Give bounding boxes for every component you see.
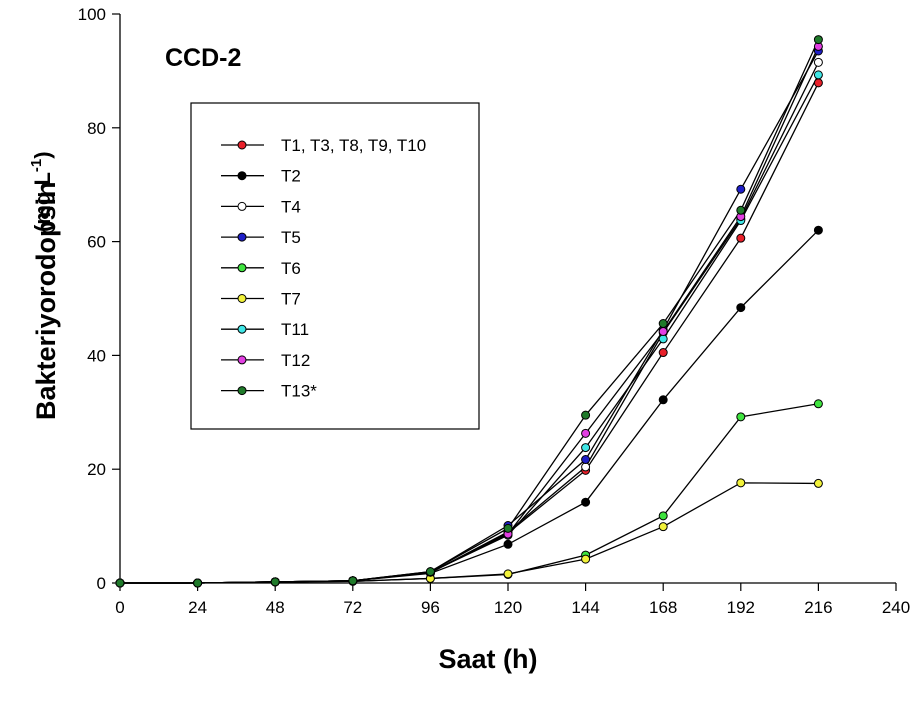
- x-tick-label: 24: [188, 598, 207, 617]
- x-tick-label: 120: [494, 598, 522, 617]
- data-point: [581, 443, 591, 453]
- y-ticks: 0 20 40 60 80 100: [78, 5, 120, 593]
- data-point: [581, 410, 591, 420]
- data-point: [736, 412, 746, 422]
- data-point: [503, 539, 513, 549]
- data-point: [503, 523, 513, 533]
- data-point: [270, 577, 280, 587]
- legend-label: T2: [281, 167, 301, 186]
- legend-entry: T4: [221, 197, 301, 216]
- legend-entry: T7: [221, 290, 301, 309]
- y-axis-unit: (mg L-1): [28, 151, 55, 232]
- data-point: [581, 497, 591, 507]
- legend-marker: [237, 355, 247, 365]
- y-tick-label: 100: [78, 5, 106, 24]
- legend-marker: [237, 294, 247, 303]
- legend-marker: [237, 171, 247, 181]
- data-point: [736, 478, 746, 488]
- legend-label: T1, T3, T8, T9, T10: [281, 136, 426, 155]
- legend-entry: T2: [221, 167, 301, 186]
- x-tick-label: 192: [727, 598, 755, 617]
- data-point: [813, 57, 823, 67]
- legend-label: T13*: [281, 382, 317, 401]
- data-point: [813, 78, 823, 88]
- legend-entry: T12: [221, 351, 310, 370]
- y-axis-title-main: Bakteriyorodopsin: [31, 181, 61, 420]
- y-tick-label: 40: [87, 346, 106, 365]
- svg-text:(mg L-1): (mg L-1): [28, 151, 55, 232]
- data-point: [813, 35, 823, 45]
- legend-marker: [237, 324, 247, 334]
- data-point: [348, 576, 358, 586]
- legend-entry: T5: [221, 228, 301, 247]
- series-points: [115, 35, 823, 588]
- legend-label: T7: [281, 290, 301, 309]
- legend-marker: [237, 263, 247, 273]
- legend-label: T4: [281, 197, 301, 216]
- y-tick-label: 0: [97, 574, 106, 593]
- x-tick-label: 240: [882, 598, 910, 617]
- legend-entry: T1, T3, T8, T9, T10: [221, 136, 426, 155]
- data-point: [581, 554, 591, 564]
- data-point: [581, 428, 591, 438]
- y-axis-unit-suffix: ): [30, 151, 55, 158]
- data-point: [658, 511, 668, 521]
- y-tick-label: 60: [87, 233, 106, 252]
- legend-entry: T11: [221, 320, 309, 339]
- y-tick-label: 80: [87, 119, 106, 138]
- x-tick-label: 48: [266, 598, 285, 617]
- y-tick-label: 20: [87, 460, 106, 479]
- legend-label: T12: [281, 351, 310, 370]
- data-point: [425, 567, 435, 577]
- data-point: [658, 319, 668, 329]
- legend: T1, T3, T8, T9, T10 T2 T4 T5 T6 T7 T11 T12 T13*: [221, 136, 426, 401]
- legend-entry: T6: [221, 259, 301, 278]
- data-point: [736, 184, 746, 194]
- data-point: [193, 578, 203, 588]
- y-axis-unit-exp: -1: [28, 159, 45, 172]
- data-point: [658, 522, 668, 532]
- data-point: [813, 399, 823, 409]
- legend-label: T6: [281, 259, 301, 278]
- x-tick-label: 168: [649, 598, 677, 617]
- data-point: [736, 233, 746, 243]
- x-ticks: 0 24 48 72 96 120 144 168 192 216 240: [115, 583, 910, 617]
- series-line-5: [120, 482, 819, 584]
- data-point: [581, 462, 591, 472]
- data-point: [813, 70, 823, 80]
- legend-marker: [237, 201, 247, 211]
- data-point: [813, 225, 823, 235]
- data-point: [736, 205, 746, 215]
- series-line-8: [120, 39, 819, 584]
- legend-label: T11: [281, 320, 309, 339]
- series-lines: [120, 39, 819, 584]
- legend-marker: [237, 232, 247, 242]
- y-axis-unit-prefix: (mg L: [30, 172, 55, 232]
- x-tick-label: 72: [343, 598, 362, 617]
- legend-marker: [237, 386, 247, 396]
- x-tick-label: 0: [115, 598, 124, 617]
- data-point: [658, 395, 668, 405]
- x-axis-title: Saat (h): [438, 644, 537, 674]
- legend-entry: T13*: [221, 382, 317, 401]
- panel-label: CCD-2: [165, 44, 241, 72]
- data-point: [658, 327, 668, 337]
- series-line-4: [120, 403, 819, 584]
- legend-label: T5: [281, 228, 301, 247]
- data-point: [115, 578, 125, 588]
- data-point: [736, 303, 746, 313]
- x-tick-label: 144: [571, 598, 599, 617]
- data-point: [658, 334, 668, 344]
- data-point: [581, 455, 591, 465]
- x-tick-label: 96: [421, 598, 440, 617]
- data-point: [813, 478, 823, 488]
- data-point: [503, 569, 513, 579]
- data-point: [658, 348, 668, 358]
- y-axis-title: Bakteriyorodopsin: [31, 181, 61, 420]
- x-tick-label: 216: [804, 598, 832, 617]
- legend-marker: [237, 140, 247, 150]
